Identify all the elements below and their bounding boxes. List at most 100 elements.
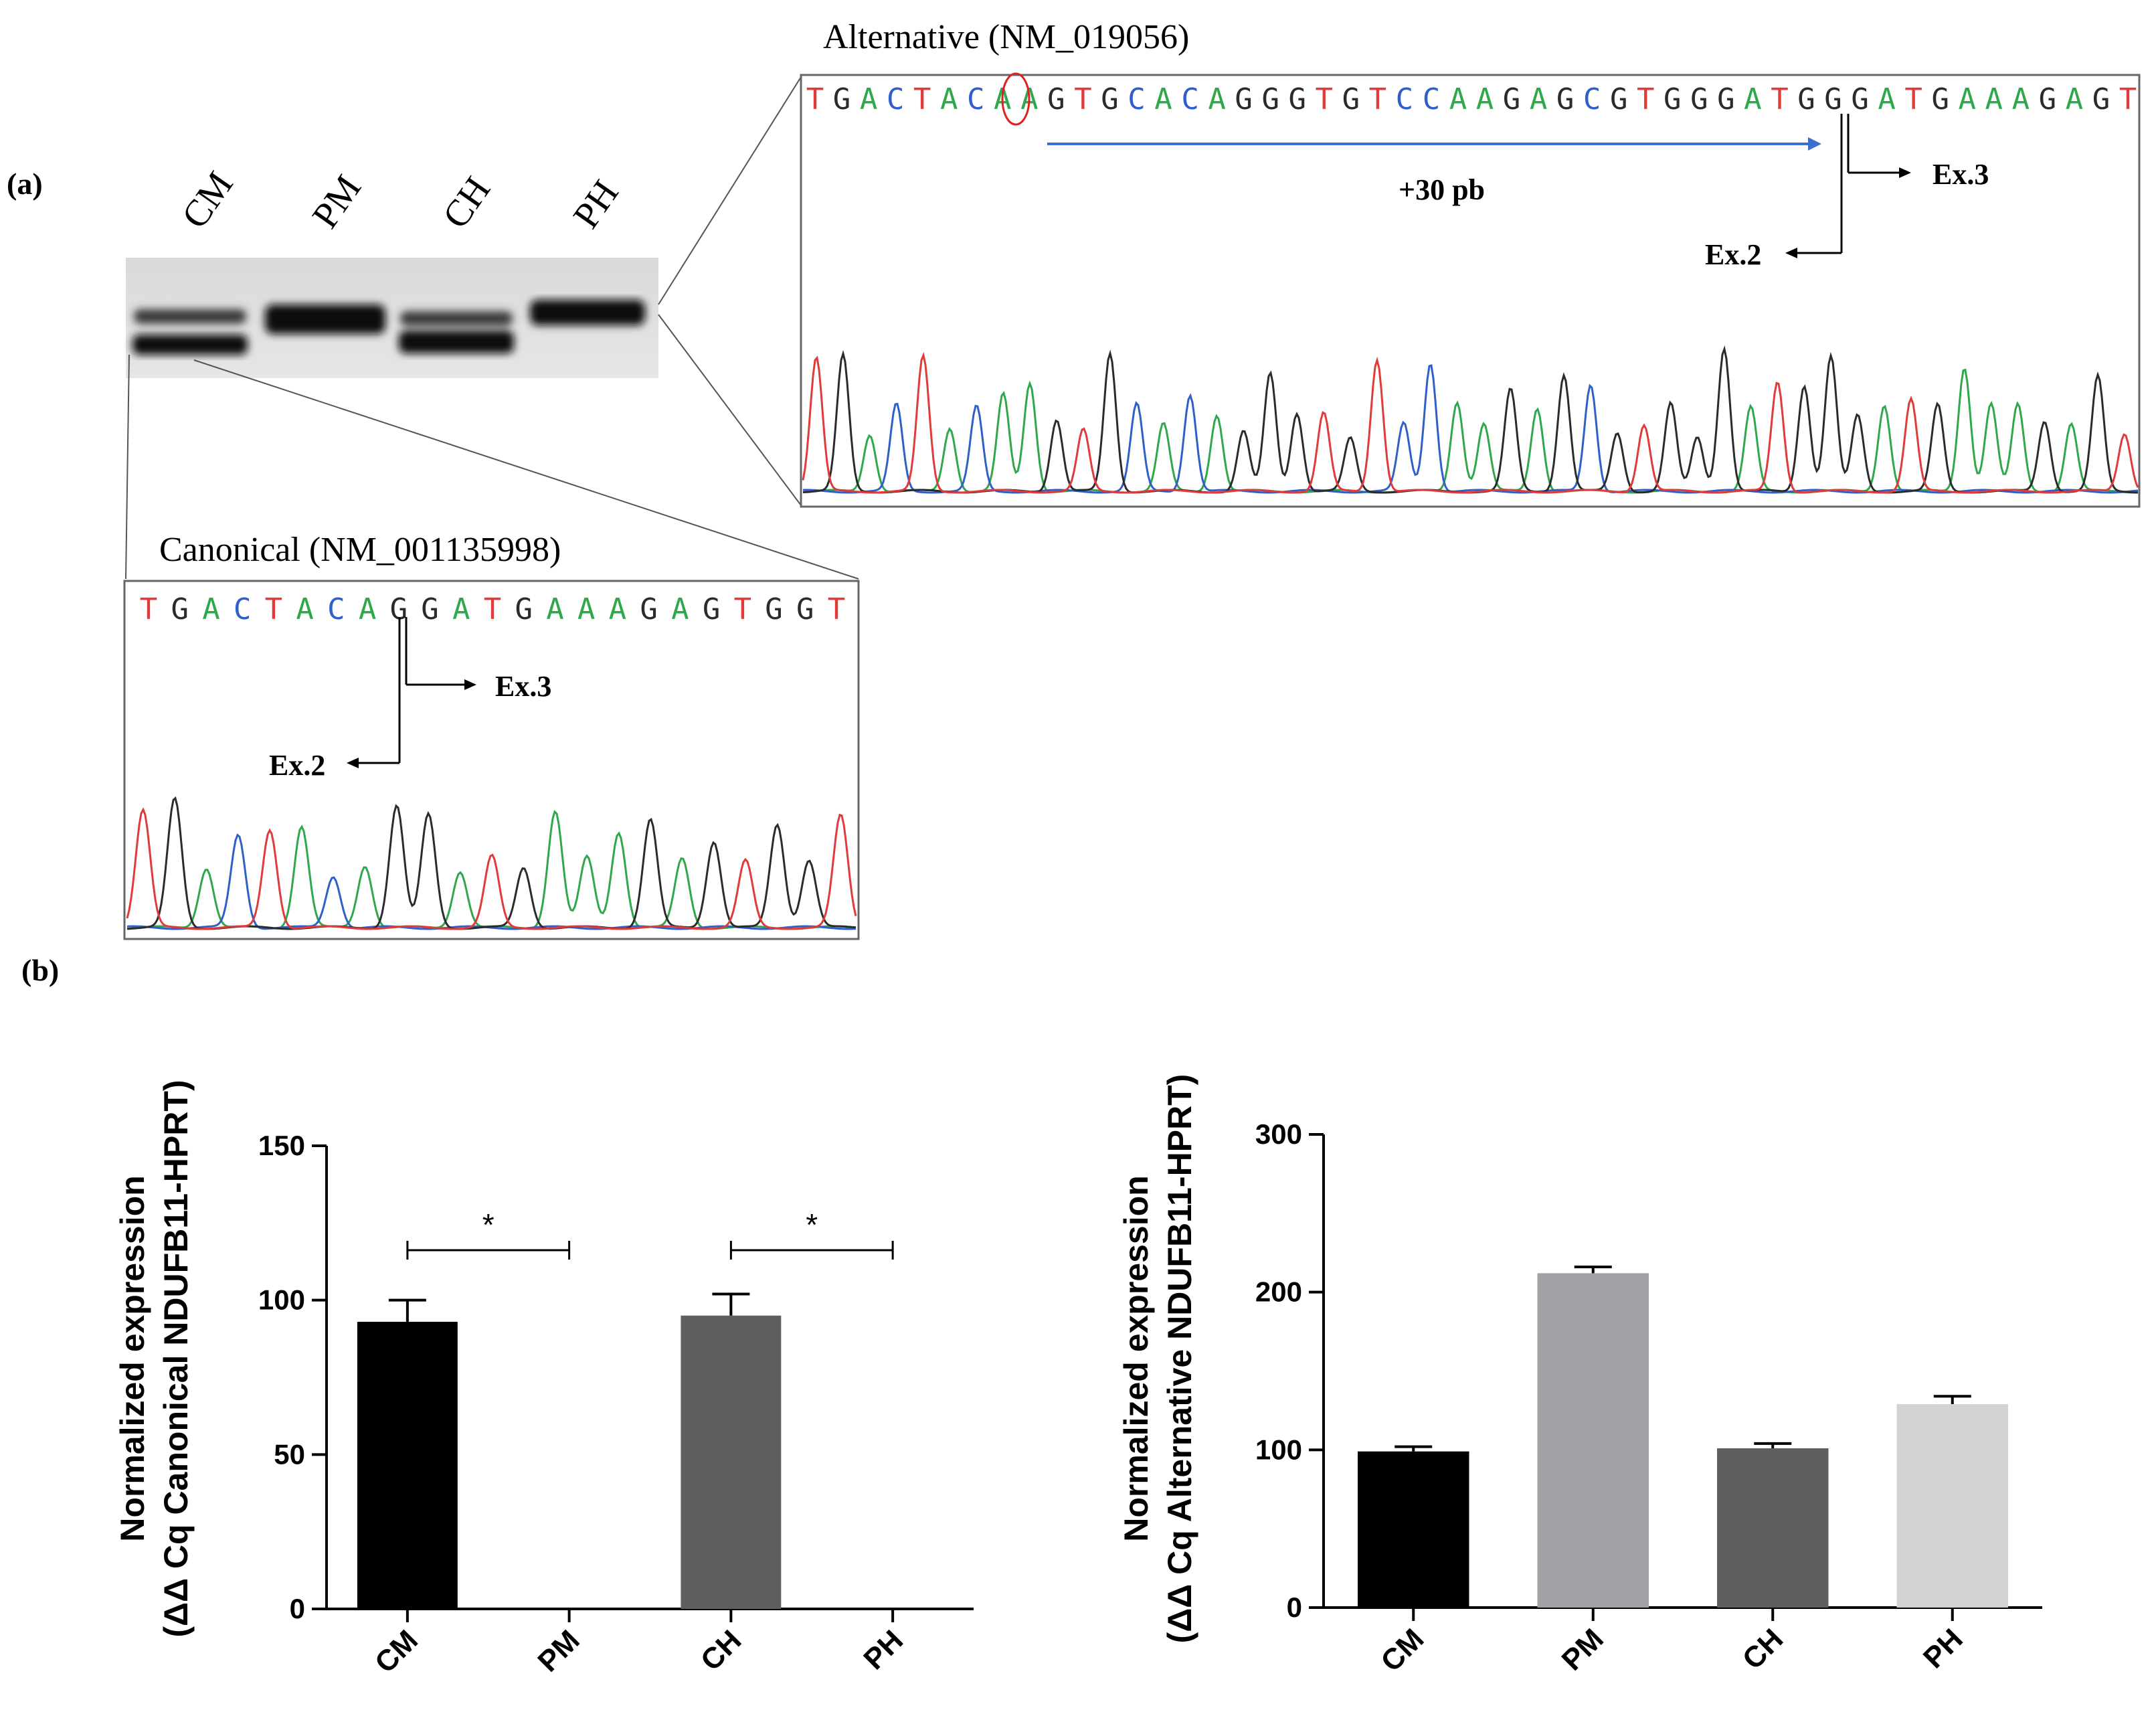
sequence-base: C	[327, 592, 345, 626]
sequence-base: G	[640, 592, 658, 626]
alternative-title: Alternative (NM_019056)	[823, 18, 1189, 56]
trace-T	[126, 807, 857, 930]
sequence-base: T	[1369, 82, 1387, 116]
sequence-base: C	[1396, 82, 1414, 116]
sequence-base: T	[806, 82, 824, 116]
can-exon3-label: Ex.3	[495, 670, 551, 703]
sequence-base: A	[546, 592, 564, 626]
chart2-ylabel-line2: (ΔΔ Cq Alternative NDUFB11-HPRT)	[1161, 1074, 1198, 1644]
sequence-base: A	[671, 592, 689, 626]
sequence-base: G	[1797, 82, 1815, 116]
sequence-base: G	[1931, 82, 1949, 116]
bar-CH	[681, 1315, 782, 1609]
bar-CH	[1717, 1448, 1829, 1608]
sequence-base: C	[887, 82, 905, 116]
sequence-base: G	[1717, 82, 1735, 116]
gel-band	[132, 335, 248, 355]
x-tick-label: CM	[1374, 1622, 1430, 1678]
sequence-base: T	[1637, 82, 1655, 116]
insertion-label: +30 pb	[1399, 173, 1485, 206]
sequence-base: A	[860, 82, 878, 116]
insertion-arrow-head	[1808, 137, 1821, 151]
can-exon2-label: Ex.2	[269, 749, 325, 782]
sequence-base: T	[484, 592, 502, 626]
sequence-base: G	[1101, 82, 1119, 116]
sequence-base: T	[913, 82, 931, 116]
sequence-base: G	[1610, 82, 1628, 116]
significance-star: *	[482, 1207, 495, 1242]
x-tick-label: PM	[531, 1624, 586, 1678]
alternative-chromatogram-trace	[802, 345, 2139, 494]
gel-lane-label: CH	[435, 169, 499, 236]
sequence-base: A	[1744, 82, 1762, 116]
x-tick-label: CM	[369, 1624, 424, 1679]
canonical-title: Canonical (NM_001135998)	[159, 531, 561, 569]
gel-lane-label: PH	[565, 173, 627, 236]
gel-band	[399, 331, 514, 353]
sequence-base: A	[1878, 82, 1896, 116]
bar-CM	[357, 1321, 458, 1609]
y-tick-label: 100	[258, 1284, 305, 1316]
sequence-base: C	[967, 82, 985, 116]
sequence-base: C	[1128, 82, 1146, 116]
x-tick-label: PM	[1556, 1622, 1610, 1677]
zoom-line	[193, 359, 859, 580]
sequence-base: A	[452, 592, 470, 626]
chart2-ylabel-line1: Normalized expression	[1117, 1175, 1155, 1541]
sequence-base: G	[1664, 82, 1682, 116]
sequence-base: G	[1556, 82, 1575, 116]
chart1-ylabel-line2: (ΔΔ Cq Canonical NDUFB11-HPRT)	[157, 1080, 195, 1637]
sequence-base: A	[2012, 82, 2030, 116]
sequence-base: A	[940, 82, 958, 116]
trace-T	[802, 351, 2139, 494]
sequence-base: T	[1904, 82, 1922, 116]
y-tick-label: 50	[274, 1438, 305, 1470]
sequence-base: T	[265, 592, 283, 626]
sequence-base: G	[1261, 82, 1279, 116]
sequence-base: G	[833, 82, 851, 116]
gel-band	[265, 305, 385, 334]
sequence-base: G	[1851, 82, 1869, 116]
sequence-base: A	[609, 592, 627, 626]
sequence-base: G	[1235, 82, 1253, 116]
sequence-base: A	[1449, 82, 1467, 116]
sequence-base: T	[1316, 82, 1334, 116]
alternative-chromatogram-box	[800, 74, 2141, 508]
sequence-base: G	[796, 592, 814, 626]
alternative-expression-chart: Normalized expression (ΔΔ Cq Alternative…	[1117, 1074, 2042, 1678]
sequence-base: T	[1771, 82, 1789, 116]
gel-lane-label: CM	[174, 165, 242, 236]
trace-G	[126, 796, 857, 930]
sequence-base: G	[765, 592, 783, 626]
canonical-chromatogram-box	[123, 580, 860, 940]
y-tick-label: 100	[1255, 1434, 1302, 1465]
sequence-base: A	[2066, 82, 2084, 116]
panel-label-a: (a)	[7, 167, 43, 201]
x-tick-label: PH	[1917, 1622, 1969, 1675]
gel-band	[134, 309, 246, 324]
sequence-base: G	[1503, 82, 1521, 116]
sequence-base: T	[734, 592, 752, 626]
bar-PM	[1537, 1273, 1649, 1608]
bar-CM	[1358, 1451, 1469, 1608]
chart1-ylabel-line1: Normalized expression	[114, 1175, 151, 1541]
alt-exon2-label: Ex.2	[1705, 238, 1761, 271]
canonical-expression-chart: Normalized expression (ΔΔ Cq Canonical N…	[114, 1080, 974, 1679]
sequence-base: G	[1690, 82, 1708, 116]
canonical-chromatogram-trace	[126, 796, 857, 930]
y-tick-label: 0	[1287, 1592, 1302, 1623]
zoom-line	[125, 354, 130, 580]
x-tick-label: CH	[1736, 1622, 1790, 1676]
y-tick-label: 300	[1255, 1118, 1302, 1150]
y-tick-label: 200	[1255, 1276, 1302, 1308]
sequence-base: A	[1985, 82, 2003, 116]
zoom-line	[658, 76, 802, 305]
sequence-base: C	[234, 592, 252, 626]
sequence-base: G	[1824, 82, 1842, 116]
sequence-base: G	[171, 592, 189, 626]
significance-star: *	[806, 1207, 818, 1242]
sequence-base: A	[1959, 82, 1977, 116]
gel-lane-label: PM	[304, 168, 369, 236]
sequence-base: C	[1181, 82, 1199, 116]
sequence-base: A	[577, 592, 596, 626]
